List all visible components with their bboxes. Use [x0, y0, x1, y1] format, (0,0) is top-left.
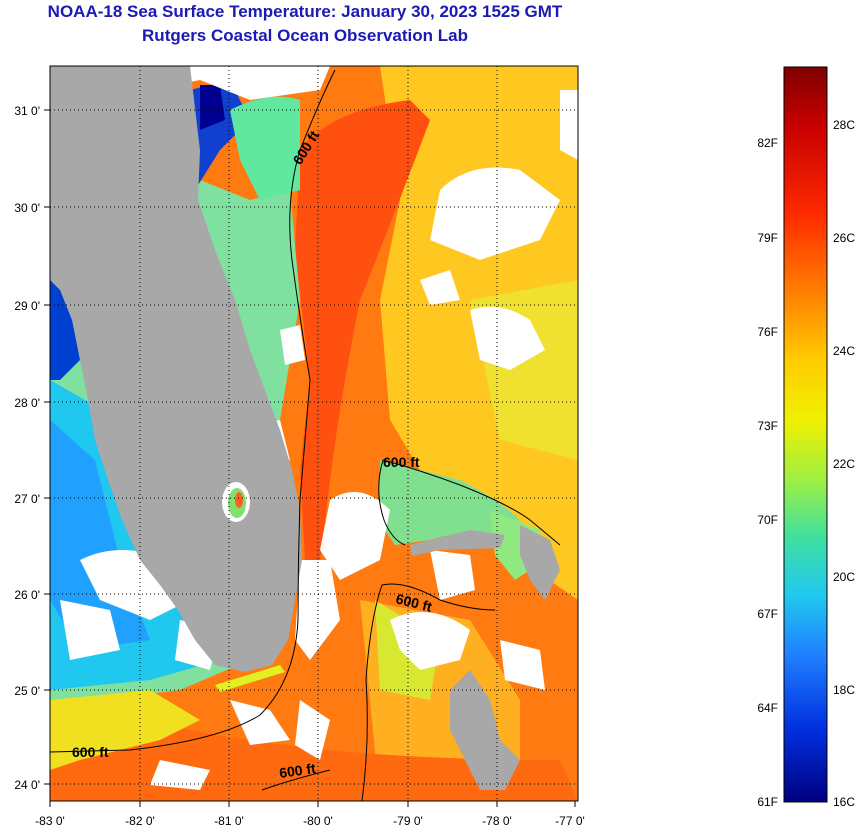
longitude-label: -81 0': [214, 814, 244, 828]
colorbar: [783, 66, 828, 803]
longitude-label: -79 0': [393, 814, 423, 828]
cloud-cover: [50, 66, 578, 790]
colorbar-fahrenheit-label: 61F: [757, 795, 778, 809]
longitude-label: -80 0': [303, 814, 333, 828]
colorbar-celsius-label: 16C: [833, 795, 855, 809]
latitude-label: 24 0': [14, 778, 40, 792]
longitude-label: -82 0': [125, 814, 155, 828]
isobath-label: 600 ft: [278, 760, 317, 781]
longitude-label: -83 0': [35, 814, 65, 828]
longitude-label: -77 0': [555, 814, 585, 828]
andros-island: [450, 670, 520, 790]
colorbar-celsius-label: 18C: [833, 683, 855, 697]
abaco-island: [520, 525, 560, 600]
colorbar-fahrenheit-label: 67F: [757, 607, 778, 621]
latitude-label: 25 0': [14, 684, 40, 698]
colorbar-fahrenheit-label: 79F: [757, 231, 778, 245]
latitude-label: 31 0': [14, 104, 40, 118]
longitude-label: -78 0': [482, 814, 512, 828]
colorbar-celsius-label: 26C: [833, 231, 855, 245]
map-frame: [49, 65, 579, 802]
sst-map: [50, 66, 578, 801]
isobath-600ft-contours: [50, 69, 561, 801]
isobath-label: 600 ft: [72, 744, 109, 760]
colorbar-fahrenheit-label: 76F: [757, 325, 778, 339]
little-bahama-bank: [378, 460, 520, 545]
latitude-label: 26 0': [14, 588, 40, 602]
colorbar-fahrenheit-label: 64F: [757, 701, 778, 715]
colorbar-celsius-label: 20C: [833, 570, 855, 584]
isobath-label: 600 ft: [383, 454, 420, 470]
colorbar-fahrenheit-label: 73F: [757, 419, 778, 433]
grand-bahama-island: [410, 530, 505, 556]
colorbar-celsius-label: 28C: [833, 118, 855, 132]
axis-ticks: [44, 109, 576, 807]
latitude-label: 30 0': [14, 201, 40, 215]
colorbar-celsius-label: 24C: [833, 344, 855, 358]
gulf-stream: [295, 100, 430, 560]
map-subtitle: Rutgers Coastal Ocean Observation Lab: [142, 26, 468, 45]
colorbar-celsius-label: 22C: [833, 457, 855, 471]
latitude-label: 28 0': [14, 396, 40, 410]
map-title: NOAA-18 Sea Surface Temperature: January…: [47, 2, 563, 21]
latitude-label: 27 0': [14, 492, 40, 506]
latitude-label: 29 0': [14, 299, 40, 313]
colorbar-fahrenheit-label: 70F: [757, 513, 778, 527]
colorbar-fahrenheit-label: 82F: [757, 136, 778, 150]
graticule: [50, 66, 578, 801]
